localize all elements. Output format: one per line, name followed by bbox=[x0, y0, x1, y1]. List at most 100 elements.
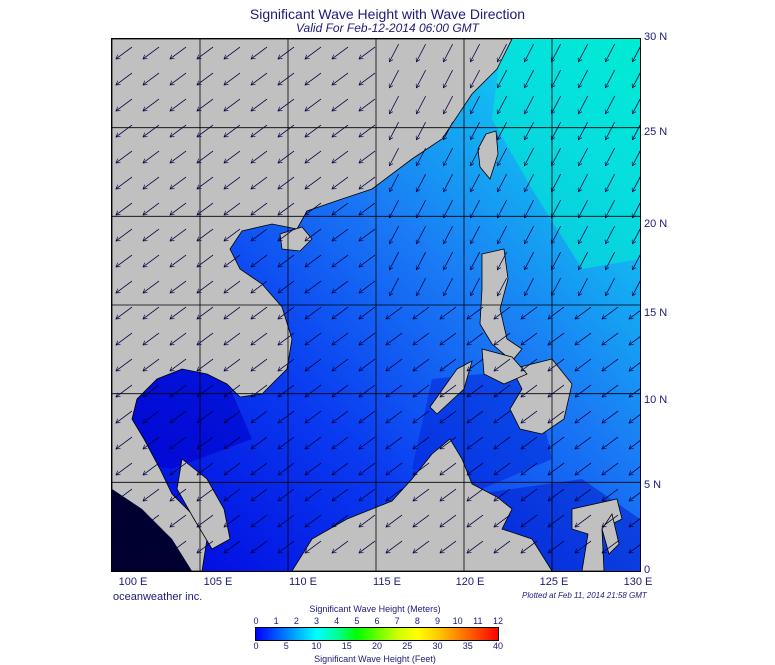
direction-arrow bbox=[440, 358, 457, 371]
direction-arrow bbox=[605, 121, 615, 140]
direction-arrow bbox=[143, 150, 160, 163]
direction-arrow bbox=[143, 124, 160, 137]
colorbar-meter-tick: 4 bbox=[334, 616, 340, 626]
direction-arrow bbox=[116, 46, 133, 59]
direction-arrow bbox=[224, 150, 241, 163]
direction-arrow bbox=[116, 202, 133, 215]
direction-arrow bbox=[170, 306, 187, 319]
direction-arrow bbox=[413, 488, 430, 501]
direction-arrow bbox=[197, 462, 214, 475]
direction-arrow bbox=[548, 306, 565, 319]
colorbar-feet-tick: 10 bbox=[311, 641, 322, 651]
direction-arrow bbox=[251, 488, 268, 501]
direction-arrow bbox=[332, 514, 349, 527]
direction-arrow bbox=[170, 540, 187, 553]
direction-arrow bbox=[305, 202, 322, 215]
direction-arrow bbox=[359, 98, 376, 111]
direction-arrow bbox=[605, 43, 615, 62]
direction-arrow bbox=[116, 540, 133, 553]
direction-arrow bbox=[116, 410, 133, 423]
direction-arrow bbox=[494, 306, 511, 319]
direction-arrow bbox=[278, 46, 295, 59]
direction-arrow bbox=[278, 514, 295, 527]
direction-arrow bbox=[170, 436, 187, 449]
direction-arrow bbox=[359, 540, 376, 553]
direction-arrow bbox=[467, 436, 484, 449]
direction-arrow bbox=[332, 462, 349, 475]
direction-arrow bbox=[386, 410, 403, 423]
direction-arrow bbox=[170, 488, 187, 501]
direction-arrow bbox=[578, 199, 588, 218]
direction-arrow bbox=[440, 488, 457, 501]
direction-arrow bbox=[332, 280, 349, 293]
direction-arrow bbox=[551, 225, 561, 244]
direction-arrow bbox=[605, 147, 615, 166]
direction-arrow bbox=[197, 358, 214, 371]
direction-arrow bbox=[143, 306, 160, 319]
direction-arrow bbox=[524, 69, 534, 88]
direction-arrow bbox=[143, 332, 160, 345]
wave-height-map bbox=[111, 38, 641, 572]
direction-arrow bbox=[575, 358, 592, 371]
direction-arrow bbox=[251, 124, 268, 137]
lat-label-30n: 30 N bbox=[644, 31, 668, 43]
direction-arrow bbox=[467, 540, 484, 553]
direction-arrow bbox=[197, 514, 214, 527]
direction-arrow bbox=[359, 306, 376, 319]
direction-arrow bbox=[224, 488, 241, 501]
direction-arrow bbox=[278, 124, 295, 137]
direction-arrow bbox=[305, 176, 322, 189]
direction-arrow bbox=[494, 514, 511, 527]
direction-arrow bbox=[470, 43, 480, 62]
direction-arrow bbox=[443, 251, 453, 270]
direction-arrow bbox=[629, 362, 640, 371]
direction-arrow bbox=[197, 410, 214, 423]
direction-arrow bbox=[278, 540, 295, 553]
direction-arrow bbox=[224, 462, 241, 475]
direction-arrow bbox=[359, 280, 376, 293]
direction-arrow bbox=[497, 121, 507, 140]
direction-arrow bbox=[470, 225, 480, 244]
lat-label-15n: 15 N bbox=[644, 307, 668, 319]
direction-arrow bbox=[305, 46, 322, 59]
direction-arrow bbox=[143, 280, 160, 293]
direction-arrow bbox=[494, 488, 511, 501]
direction-arrow bbox=[548, 540, 565, 553]
direction-arrow bbox=[305, 462, 322, 475]
colorbar-feet-tick: 35 bbox=[462, 641, 473, 651]
direction-arrow bbox=[359, 514, 376, 527]
direction-arrow bbox=[413, 306, 430, 319]
colorbar-feet-tick: 30 bbox=[432, 641, 443, 651]
lat-label-10n: 10 N bbox=[644, 394, 668, 406]
direction-arrow bbox=[602, 540, 619, 553]
direction-arrow bbox=[578, 147, 588, 166]
direction-arrow bbox=[251, 436, 268, 449]
direction-arrow bbox=[386, 332, 403, 345]
direction-arrow bbox=[389, 95, 399, 114]
direction-arrow bbox=[251, 72, 268, 85]
direction-arrow bbox=[416, 199, 426, 218]
direction-arrow bbox=[443, 199, 453, 218]
direction-arrow bbox=[116, 436, 133, 449]
direction-arrow bbox=[578, 69, 588, 88]
direction-arrow bbox=[197, 488, 214, 501]
direction-arrow bbox=[602, 436, 619, 449]
direction-arrow bbox=[389, 173, 399, 192]
direction-arrow bbox=[278, 176, 295, 189]
direction-arrow bbox=[497, 173, 507, 192]
direction-arrow bbox=[521, 462, 538, 475]
direction-arrow bbox=[251, 358, 268, 371]
direction-arrow bbox=[143, 540, 160, 553]
direction-arrow bbox=[575, 488, 592, 501]
direction-arrow bbox=[116, 72, 133, 85]
direction-arrow bbox=[197, 306, 214, 319]
direction-arrow bbox=[440, 332, 457, 345]
direction-arrow bbox=[470, 69, 480, 88]
direction-arrow bbox=[224, 202, 241, 215]
direction-arrow bbox=[116, 228, 133, 241]
direction-arrow bbox=[443, 225, 453, 244]
direction-arrow bbox=[305, 306, 322, 319]
direction-arrow bbox=[524, 95, 534, 114]
direction-arrow bbox=[440, 540, 457, 553]
direction-arrow bbox=[305, 254, 322, 267]
